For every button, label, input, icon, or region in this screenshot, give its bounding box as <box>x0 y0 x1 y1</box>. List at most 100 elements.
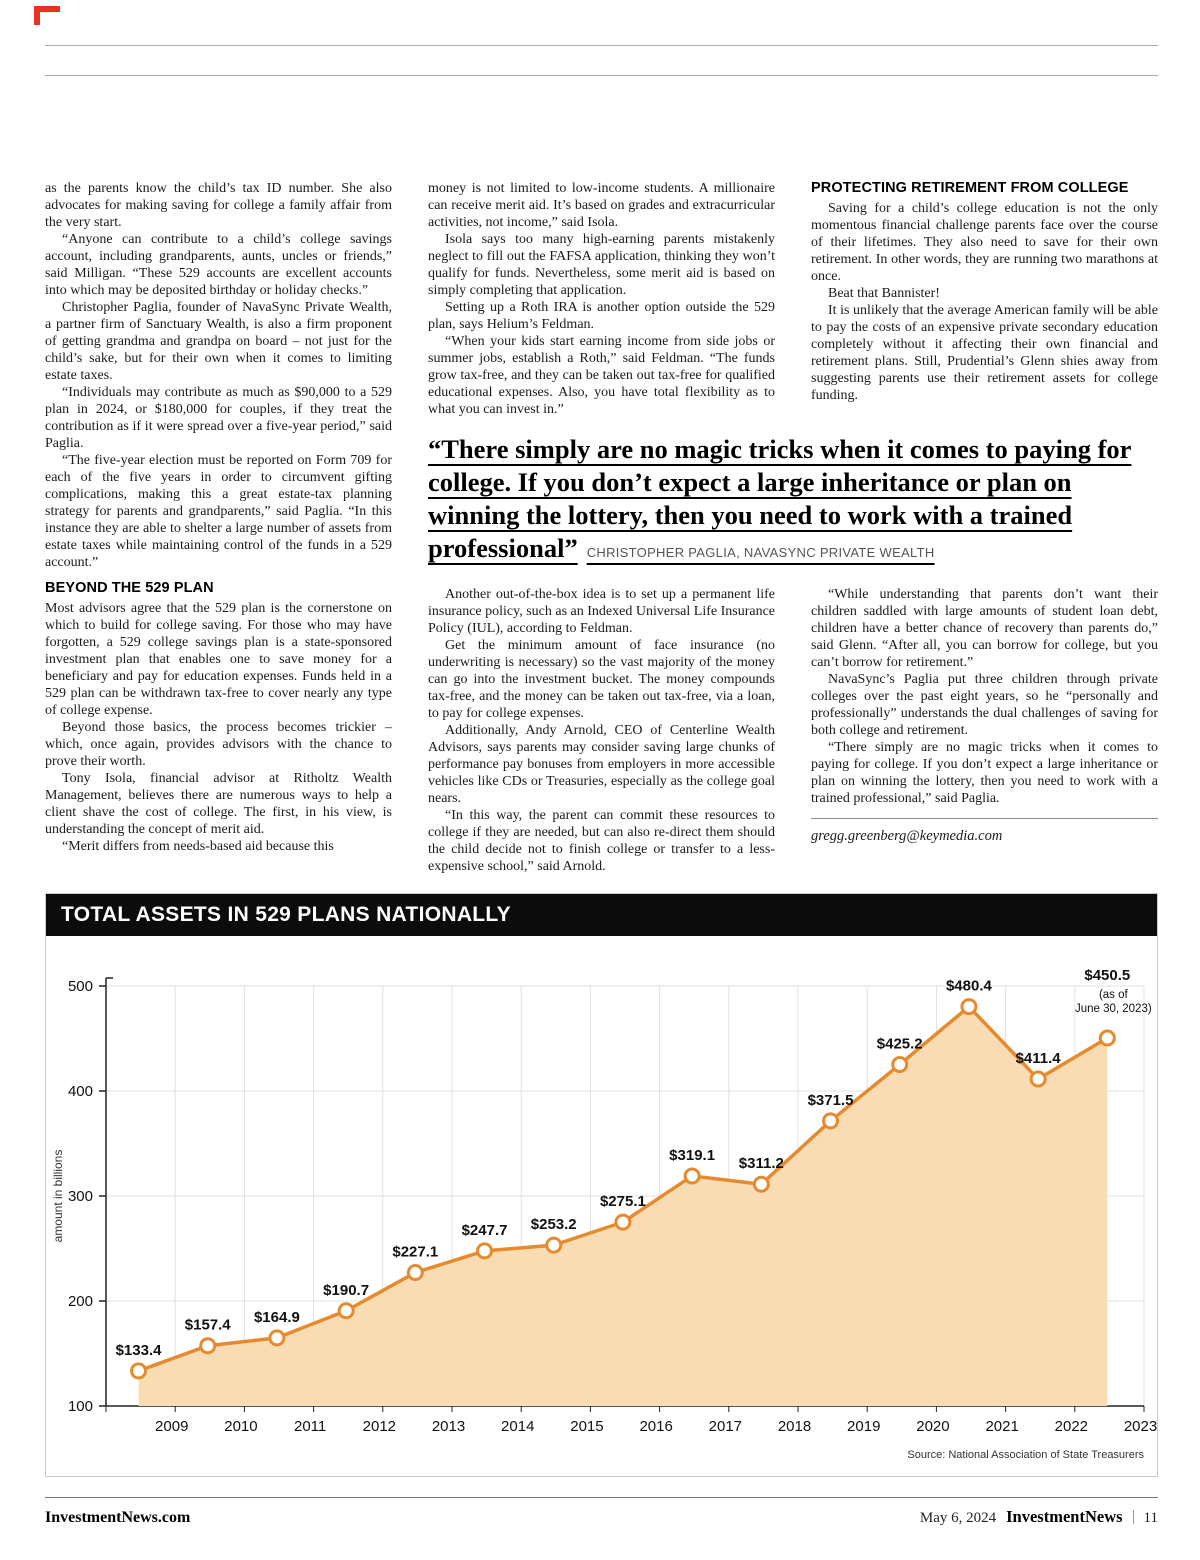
pull-quote-text: “There simply are no magic tricks when i… <box>428 434 1132 563</box>
value-label: $480.4 <box>946 978 993 995</box>
paragraph: Tony Isola, financial advisor at Ritholt… <box>45 771 392 837</box>
paragraph: Beyond those basics, the process becomes… <box>45 720 392 769</box>
top-rule-2 <box>45 75 1158 76</box>
value-label: $371.5 <box>808 1092 854 1109</box>
x-tick-label: 2021 <box>985 1418 1018 1435</box>
x-tick-label: 2018 <box>778 1418 811 1435</box>
page-footer: InvestmentNews.com May 6, 2024 Investmen… <box>45 1497 1158 1527</box>
section-heading-beyond-529-plan: BEYOND THE 529 PLAN <box>45 580 214 596</box>
col3-paragraphs-bottom: “While understanding that parents don’t … <box>811 586 1158 807</box>
as-of-note: (as of <box>1099 989 1129 1001</box>
paragraph: It is unlikely that the average American… <box>811 303 1158 403</box>
paragraph: Isola says too many high-earning parents… <box>428 232 775 298</box>
chart-area <box>138 1006 1108 1406</box>
paragraph: “Individuals may contribute as much as $… <box>45 385 392 451</box>
column-3-bottom: “While understanding that parents don’t … <box>811 586 1158 875</box>
chart-marker <box>268 1329 286 1347</box>
y-tick-label: 500 <box>68 978 93 995</box>
chart-title: TOTAL ASSETS IN 529 PLANS NATIONALLY <box>46 894 1157 936</box>
pull-quote-attribution: CHRISTOPHER PAGLIA, NAVASYNC PRIVATE WEA… <box>586 545 935 560</box>
x-tick-label: 2013 <box>432 1418 465 1435</box>
chart-source: Source: National Association of State Tr… <box>907 1449 1144 1461</box>
x-tick-label: 2014 <box>501 1418 534 1435</box>
paragraph: “Merit differs from needs-based aid beca… <box>62 839 334 854</box>
x-tick-label: 2016 <box>639 1418 672 1435</box>
paragraph: NavaSync’s Paglia put three children thr… <box>811 672 1158 738</box>
footer-separator <box>1132 1510 1134 1524</box>
column-3-top: PROTECTING RETIREMENT FROM COLLEGE Savin… <box>811 180 1158 418</box>
footer-page-number: 11 <box>1143 1510 1158 1526</box>
chart-marker <box>476 1242 494 1260</box>
as-of-note: June 30, 2023) <box>1075 1003 1152 1015</box>
y-tick-label: 100 <box>68 1398 93 1415</box>
x-tick-label: 2015 <box>570 1418 603 1435</box>
author-email: gregg.greenberg@keymedia.com <box>811 828 1003 844</box>
footer-brand: InvestmentNews <box>1006 1507 1123 1526</box>
paragraph: “In this way, the parent can commit thes… <box>428 808 775 874</box>
value-label: $450.5 <box>1084 967 1130 984</box>
paragraph: Additionally, Andy Arnold, CEO of Center… <box>428 723 775 806</box>
col3-paragraphs-top: Saving for a child’s college education i… <box>811 200 1158 404</box>
article-body: as the parents know the child’s tax ID n… <box>45 180 1158 888</box>
paragraph: Most advisors agree that the 529 plan is… <box>45 601 392 718</box>
column-2-bottom: Another out-of-the-box idea is to set up… <box>428 586 775 875</box>
paragraph: “When your kids start earning income fro… <box>428 334 775 417</box>
footer-date: May 6, 2024 <box>919 1510 997 1526</box>
top-rule-1 <box>45 45 1158 46</box>
paragraph: “Anyone can contribute to a child’s coll… <box>45 232 392 298</box>
paragraph: as the parents know the child’s tax ID n… <box>45 181 392 230</box>
columns-2-3: money is not limited to low-income stude… <box>428 180 1158 888</box>
chart-marker <box>337 1302 355 1320</box>
chart-marker <box>130 1362 148 1380</box>
y-axis-title: amount in billions <box>51 1150 65 1243</box>
x-tick-label: 2023 <box>1124 1418 1157 1435</box>
x-tick-label: 2009 <box>155 1418 188 1435</box>
col2-paragraphs-top: money is not limited to low-income stude… <box>428 180 775 418</box>
lower-two-columns: Another out-of-the-box idea is to set up… <box>428 586 1158 875</box>
value-label: $319.1 <box>669 1147 715 1164</box>
value-label: $253.2 <box>531 1216 577 1233</box>
chart-marker <box>545 1236 563 1254</box>
x-tick-label: 2011 <box>294 1418 326 1435</box>
chart-marker <box>822 1112 840 1130</box>
chart-canvas: 100 200 300 400 500 2009 2010 2011 2012 2013 2014 2… <box>51 967 1157 1461</box>
section-heading-protecting-retirement: PROTECTING RETIREMENT FROM COLLEGE <box>811 180 1129 196</box>
paragraph: Beat that Bannister! <box>828 286 940 301</box>
value-label: $190.7 <box>323 1282 369 1299</box>
col1-paragraphs-bottom: Most advisors agree that the 529 plan is… <box>45 600 392 855</box>
paragraph: Christopher Paglia, founder of NavaSync … <box>45 300 392 383</box>
chart-marker <box>752 1175 770 1193</box>
footer-site: InvestmentNews.com <box>45 1509 191 1526</box>
pull-quote: “There simply are no magic tricks when i… <box>428 433 1158 569</box>
value-label: $164.9 <box>254 1309 300 1326</box>
chart-marker <box>960 998 978 1016</box>
column-1: as the parents know the child’s tax ID n… <box>45 180 392 888</box>
chart-marker <box>891 1056 909 1074</box>
y-tick-label: 400 <box>68 1083 93 1100</box>
author-email-divider <box>811 818 1158 819</box>
x-tick-label: 2022 <box>1055 1418 1088 1435</box>
chart-marker <box>1098 1029 1116 1047</box>
paragraph: “The five-year election must be reported… <box>45 453 392 570</box>
value-label: $311.2 <box>739 1155 784 1172</box>
value-label: $133.4 <box>116 1342 163 1359</box>
y-tick-label: 300 <box>68 1188 93 1205</box>
upper-two-columns: money is not limited to low-income stude… <box>428 180 1158 418</box>
paragraph: money is not limited to low-income stude… <box>428 181 775 230</box>
paragraph: Another out-of-the-box idea is to set up… <box>428 587 776 636</box>
x-tick-label: 2010 <box>224 1418 257 1435</box>
chart-marker <box>683 1167 701 1185</box>
crop-mark <box>34 6 60 25</box>
paragraph: Saving for a child’s college education i… <box>811 201 1158 284</box>
x-tick-label: 2020 <box>916 1418 949 1435</box>
column-2-top: money is not limited to low-income stude… <box>428 180 775 418</box>
col1-paragraphs-top: as the parents know the child’s tax ID n… <box>45 180 392 571</box>
value-label: $227.1 <box>392 1244 438 1261</box>
value-label: $425.2 <box>877 1036 923 1053</box>
footer-right: May 6, 2024 InvestmentNews 11 <box>920 1507 1158 1527</box>
chart-529-assets-block: TOTAL ASSETS IN 529 PLANS NATIONALLY 100… <box>45 893 1158 1477</box>
y-tick-label: 200 <box>68 1293 93 1310</box>
x-tick-label: 2012 <box>363 1418 396 1435</box>
value-label: $247.7 <box>462 1222 508 1239</box>
